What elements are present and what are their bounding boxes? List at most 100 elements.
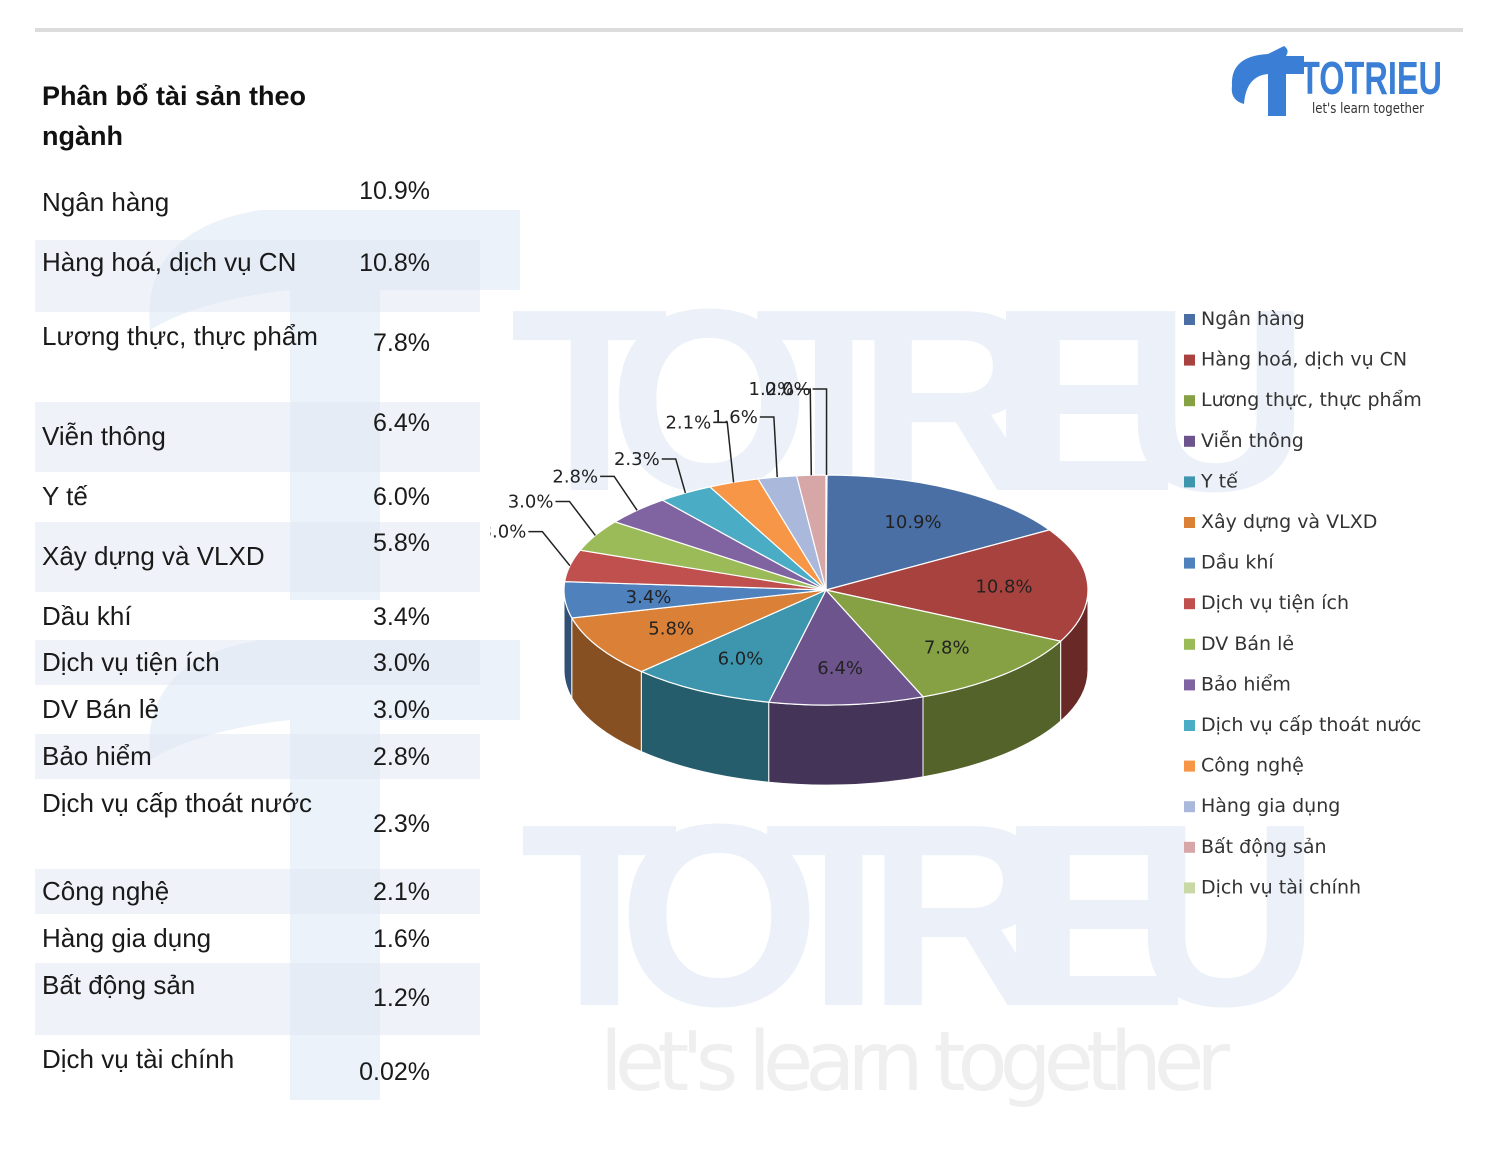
row-value: 3.4% (373, 603, 430, 631)
legend-swatch (1184, 598, 1195, 610)
leader-line (661, 458, 687, 494)
legend-label: Y tế (1200, 470, 1238, 492)
legend-label: Dầu khí (1201, 552, 1274, 574)
pie-data-label: 2.1% (665, 412, 711, 433)
logo-tagline: let's learn together (1312, 101, 1424, 117)
brand-logo: TOTRIEU let's learn together (1228, 44, 1458, 124)
legend-swatch (1184, 638, 1195, 650)
legend-label: DV Bán lẻ (1201, 633, 1294, 655)
legend-swatch (1184, 517, 1195, 528)
legend-label: Lương thực, thực phẩm (1201, 389, 1422, 411)
row-category: Công nghệ (42, 876, 170, 906)
pie-data-label: 3.4% (626, 587, 672, 608)
table-row: Bảo hiểm 2.8% (35, 734, 480, 779)
row-category: Hàng gia dụng (42, 923, 212, 953)
table-row: Dịch vụ cấp thoát nước 2.3% (35, 781, 480, 867)
pie-data-label: 3.0% (490, 522, 526, 543)
pie-slices (563, 474, 1089, 786)
chart-legend: Ngân hàng Hàng hoá, dịch vụ CN Lương thực,… (1184, 308, 1422, 898)
table-row: Xây dựng và VLXD 5.8% (35, 522, 480, 592)
legend-label: Dịch vụ tài chính (1201, 876, 1361, 898)
pie-data-label: 6.0% (718, 649, 764, 670)
pie-slice (639, 588, 828, 703)
top-divider (35, 28, 1463, 32)
pie-data-label: 10.8% (975, 577, 1032, 598)
row-value: 3.0% (373, 696, 430, 724)
legend-swatch (1184, 841, 1195, 853)
table-row: Y tế 6.0% (35, 474, 480, 520)
row-value: 5.8% (373, 529, 430, 557)
pie-data-labels: 10.9% 10.8% 7.8% 6.4% 6.0% 5.8% 3.4% 3.0% 3.0% 2.… (490, 379, 1033, 679)
leader-line (600, 475, 638, 511)
table-row: Dịch vụ tài chính 0.02% (35, 1037, 480, 1107)
row-value: 1.6% (373, 925, 430, 953)
table-row: Bất động sản 1.2% (35, 963, 480, 1035)
table-row: Hàng gia dụng 1.6% (35, 916, 480, 961)
row-category: Hàng hoá, dịch vụ CN (42, 247, 297, 277)
pie-data-label: 2.8% (552, 466, 598, 487)
legend-label: Công nghệ (1201, 755, 1304, 777)
table-row: Dầu khí 3.4% (35, 594, 480, 638)
leader-line (555, 500, 596, 536)
legend-label: Hàng gia dụng (1201, 795, 1340, 817)
row-value: 0.02% (359, 1058, 430, 1086)
legend-swatch (1184, 760, 1195, 772)
pie-slice (825, 474, 1051, 591)
pie-slice (767, 588, 925, 706)
legend-swatch (1184, 679, 1195, 691)
leader-line (528, 530, 571, 567)
row-category: Dịch vụ tài chính (42, 1044, 235, 1074)
leader-line (796, 388, 813, 476)
legend-swatch (1184, 557, 1195, 569)
pie-slice (824, 589, 1062, 698)
row-category: Bất động sản (42, 970, 196, 1000)
row-value: 10.9% (359, 177, 430, 205)
row-category: Xây dựng và VLXD (42, 541, 265, 571)
pie-chart: 10.9% 10.8% 7.8% 6.4% 6.0% 5.8% 3.4% 3.0% 3.0% 2.… (490, 308, 1422, 898)
leader-line (812, 388, 828, 476)
row-value: 6.4% (373, 409, 430, 437)
logo-name: TOTRIEU (1300, 52, 1442, 104)
pie-data-label: 10.9% (884, 512, 941, 533)
pie-data-label: 1.2% (749, 379, 795, 400)
table-row: Hàng hoá, dịch vụ CN 10.8% (35, 240, 480, 312)
row-value: 2.8% (373, 743, 430, 771)
totrieu-logo-icon: TOTRIEU let's learn together (1231, 46, 1442, 117)
row-value: 3.0% (373, 649, 430, 677)
row-category: Ngân hàng (42, 187, 170, 217)
pie-data-label: 1.6% (712, 407, 758, 428)
row-category: Dầu khí (42, 601, 132, 631)
row-value: 1.2% (373, 984, 430, 1012)
legend-swatch (1184, 395, 1195, 407)
legend-label: Xây dựng và VLXD (1201, 511, 1377, 533)
pie-data-label: 3.0% (508, 491, 554, 512)
table-row: Dịch vụ tiện ích 3.0% (35, 640, 480, 685)
pie-slice-side (768, 696, 924, 786)
table-row: Lương thực, thực phẩm 7.8% (35, 314, 480, 400)
row-category: Viễn thông (42, 421, 166, 451)
table-row: Viễn thông 6.4% (35, 402, 480, 472)
legend-label: Viễn thông (1201, 429, 1304, 452)
legend-label: Bất động sản (1201, 836, 1327, 858)
legend-swatch (1184, 720, 1195, 731)
legend-label: Hàng hoá, dịch vụ CN (1201, 349, 1407, 371)
pie-data-label: 2.3% (614, 449, 660, 470)
pie-data-label: 5.8% (648, 619, 694, 640)
leader-line (713, 421, 735, 483)
legend-swatch (1184, 314, 1195, 325)
svg-text:let's learn together: let's learn together (600, 1015, 1230, 1110)
table-row: Công nghệ 2.1% (35, 869, 480, 914)
pie-data-label: 7.8% (924, 638, 970, 659)
row-category: Dịch vụ tiện ích (42, 647, 220, 677)
legend-label: Dịch vụ tiện ích (1201, 592, 1349, 614)
row-category: Dịch vụ cấp thoát nước (42, 788, 313, 818)
pie-slice (825, 529, 1089, 642)
row-value: 2.3% (373, 810, 430, 838)
legend-swatch (1184, 354, 1195, 366)
leader-line (759, 416, 778, 478)
legend-label: Ngân hàng (1201, 308, 1305, 330)
legend-swatch (1184, 882, 1195, 894)
row-category: Lương thực, thực phẩm (42, 321, 318, 351)
row-value: 7.8% (373, 329, 430, 357)
pie-data-label: 0.0% (765, 379, 811, 400)
